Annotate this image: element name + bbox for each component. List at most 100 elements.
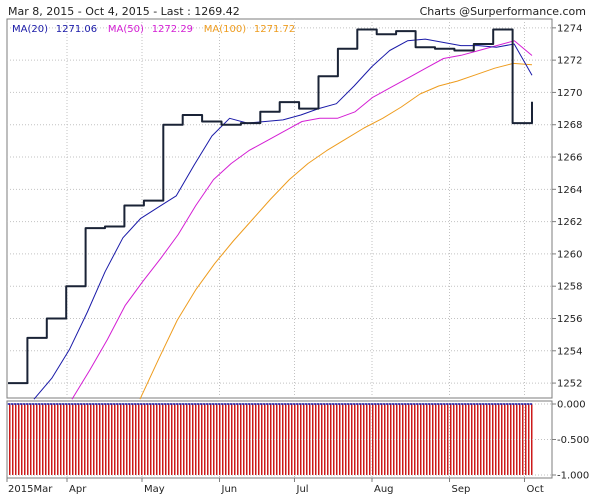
indicator-bar <box>315 404 317 475</box>
y-tick-label: 1264 <box>557 185 582 196</box>
x-tick-label: Apr <box>69 484 87 495</box>
indicator-bar <box>357 404 359 475</box>
x-tick-label: Sep <box>452 484 471 495</box>
indicator-bars <box>9 404 533 475</box>
indicator-bar <box>150 404 152 475</box>
x-tick-label: Jul <box>296 484 309 495</box>
indicator-bar <box>435 404 437 475</box>
indicator-bar <box>396 404 398 475</box>
indicator-bar <box>330 404 332 475</box>
indicator-bar <box>57 404 59 475</box>
indicator-bar <box>126 404 128 475</box>
indicator-bar <box>279 404 281 475</box>
main-grid <box>7 19 552 478</box>
y-tick-label: 1252 <box>557 379 582 390</box>
indicator-bar <box>351 404 353 475</box>
indicator-bar <box>294 404 296 475</box>
indicator-bar <box>117 404 119 475</box>
indicator-bar <box>204 404 206 475</box>
series-line-ma50 <box>71 40 533 400</box>
y-tick-label: 1268 <box>557 120 582 131</box>
legend-name-ma50: MA(50) <box>108 24 144 35</box>
indicator-bar <box>432 404 434 475</box>
indicator-bar <box>441 404 443 475</box>
y-tick-label: 1272 <box>557 56 582 67</box>
indicator-bar <box>186 404 188 475</box>
indicator-bar <box>45 404 47 475</box>
indicator-bar <box>27 404 29 475</box>
indicator-bar <box>276 404 278 475</box>
indicator-bar <box>417 404 419 475</box>
indicator-bar <box>408 404 410 475</box>
indicator-bar <box>78 404 80 475</box>
indicator-bar <box>285 404 287 475</box>
x-tick-label: Oct <box>527 484 544 495</box>
indicator-bar <box>390 404 392 475</box>
indicator-bar <box>93 404 95 475</box>
indicator-bar <box>42 404 44 475</box>
x-tick-label: 2015Mar <box>8 484 53 495</box>
indicator-bar <box>135 404 137 475</box>
y-tick-label: 1274 <box>557 23 582 34</box>
x-tick-label: May <box>144 484 165 495</box>
indicator-bar <box>39 404 41 475</box>
indicator-bar <box>201 404 203 475</box>
indicator-bar <box>72 404 74 475</box>
indicator-bar <box>486 404 488 475</box>
indicator-bar <box>450 404 452 475</box>
indicator-bar <box>354 404 356 475</box>
indicator-bar <box>249 404 251 475</box>
indicator-bar <box>510 404 512 475</box>
indicator-bar <box>459 404 461 475</box>
indicator-bar <box>468 404 470 475</box>
indicator-bar <box>231 404 233 475</box>
indicator-bar <box>321 404 323 475</box>
indicator-bar <box>240 404 242 475</box>
indicator-bar <box>372 404 374 475</box>
indicator-bar <box>369 404 371 475</box>
chart-source-credit: Charts @Surperformance.com <box>419 5 586 18</box>
indicator-bar <box>12 404 14 475</box>
indicator-bar <box>366 404 368 475</box>
indicator-bar <box>96 404 98 475</box>
indicator-bar <box>138 404 140 475</box>
legend-name-ma20: MA(20) <box>12 24 48 35</box>
indicator-bar <box>423 404 425 475</box>
indicator-bar <box>105 404 107 475</box>
indicator-bar <box>213 404 215 475</box>
indicator-bar <box>297 404 299 475</box>
indicator-bar <box>288 404 290 475</box>
indicator-bar <box>384 404 386 475</box>
indicator-tick-label: -1.000 <box>557 471 589 482</box>
indicator-bar <box>399 404 401 475</box>
indicator-bar <box>456 404 458 475</box>
indicator-bar <box>30 404 32 475</box>
legend-value-ma20: 1271.06 <box>56 24 97 35</box>
indicator-bar <box>519 404 521 475</box>
indicator-bar <box>183 404 185 475</box>
y-tick-label: 1254 <box>557 346 582 357</box>
indicator-bar <box>480 404 482 475</box>
indicator-bar <box>153 404 155 475</box>
indicator-bar <box>87 404 89 475</box>
indicator-bar <box>174 404 176 475</box>
legend-name-ma100: MA(100) <box>204 24 246 35</box>
indicator-bar <box>180 404 182 475</box>
indicator-bar <box>33 404 35 475</box>
indicator-bar <box>375 404 377 475</box>
series-line-ma100 <box>139 62 533 400</box>
indicator-bar <box>306 404 308 475</box>
y-tick-label: 1270 <box>557 88 582 99</box>
indicator-bar <box>381 404 383 475</box>
indicator-bar <box>207 404 209 475</box>
y-tick-label: 1262 <box>557 217 582 228</box>
indicator-bar <box>429 404 431 475</box>
indicator-bar <box>129 404 131 475</box>
indicator-bar <box>54 404 56 475</box>
indicator-bar <box>114 404 116 475</box>
indicator-bar <box>312 404 314 475</box>
indicator-bar <box>255 404 257 475</box>
indicator-bar <box>24 404 26 475</box>
indicator-bar <box>258 404 260 475</box>
